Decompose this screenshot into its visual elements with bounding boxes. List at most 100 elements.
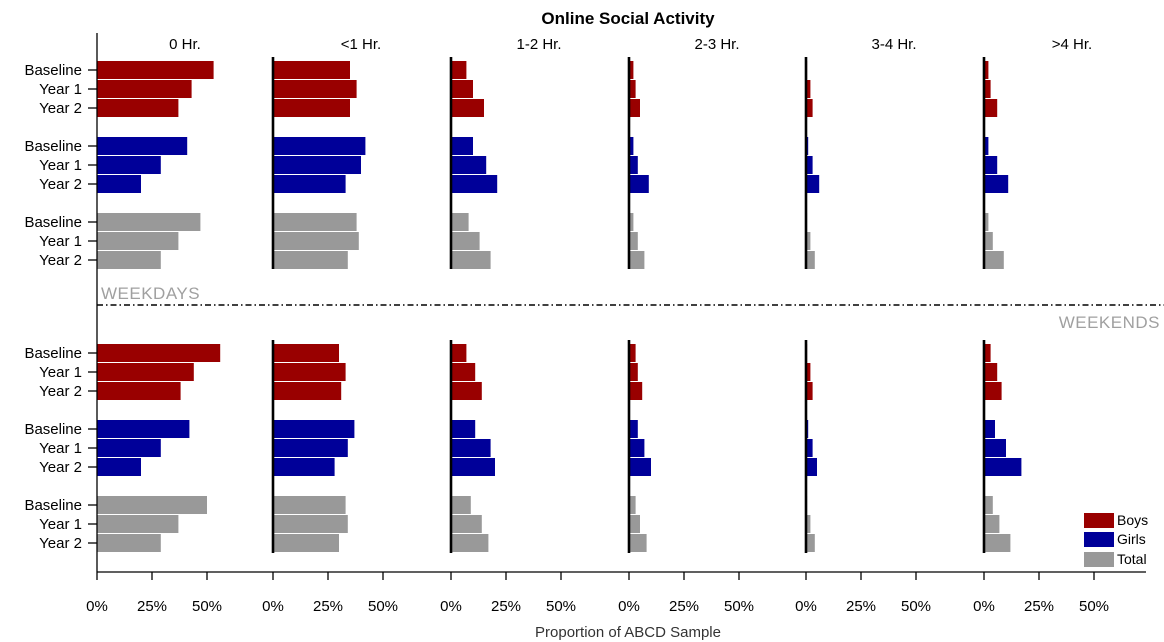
bar <box>273 515 348 533</box>
bar <box>451 99 484 117</box>
bar <box>629 175 649 193</box>
bar <box>984 496 993 514</box>
bar <box>97 420 190 438</box>
bar <box>984 534 1011 552</box>
legend-swatch <box>1084 513 1114 528</box>
bar <box>806 156 813 174</box>
bar <box>806 534 815 552</box>
bar <box>451 534 489 552</box>
bar <box>984 99 998 117</box>
row-label: Year 2 <box>39 252 82 269</box>
row-label: Baseline <box>24 421 82 438</box>
x-tick-label: 25% <box>137 598 167 615</box>
bar <box>97 515 179 533</box>
bar <box>273 439 348 457</box>
bar <box>273 99 350 117</box>
bar <box>629 251 645 269</box>
period-label-weekdays: WEEKDAYS <box>101 284 200 303</box>
x-axis-title: Proportion of ABCD Sample <box>535 624 721 641</box>
panel-label: 1-2 Hr. <box>516 36 561 53</box>
chart-title: Online Social Activity <box>541 9 715 28</box>
row-label: Year 1 <box>39 233 82 250</box>
bar <box>806 382 813 400</box>
bar <box>273 363 346 381</box>
bar <box>273 496 346 514</box>
bar <box>97 458 141 476</box>
legend-label: Boys <box>1117 512 1148 528</box>
bar <box>451 61 467 79</box>
panel-label: 0 Hr. <box>169 36 201 53</box>
bar <box>629 439 645 457</box>
bar <box>273 156 361 174</box>
bar <box>629 515 640 533</box>
row-label: Year 2 <box>39 100 82 117</box>
legend-label: Total <box>1117 551 1147 567</box>
bar <box>629 458 651 476</box>
panel-label: >4 Hr. <box>1052 36 1092 53</box>
x-tick-label: 25% <box>313 598 343 615</box>
row-label: Baseline <box>24 214 82 231</box>
bar <box>451 213 469 231</box>
bar <box>97 439 161 457</box>
bar <box>97 496 207 514</box>
row-label: Year 1 <box>39 516 82 533</box>
bar <box>806 99 813 117</box>
x-tick-label: 0% <box>973 598 995 615</box>
legend-swatch <box>1084 552 1114 567</box>
bar <box>273 137 366 155</box>
bar <box>806 80 811 98</box>
bar <box>984 344 991 362</box>
bar <box>629 137 634 155</box>
bar <box>97 175 141 193</box>
bar <box>806 363 811 381</box>
bar <box>629 420 638 438</box>
bar <box>984 61 989 79</box>
axes-layer <box>88 33 1164 580</box>
bar <box>629 213 634 231</box>
period-label-weekends: WEEKENDS <box>1059 313 1160 332</box>
bar <box>451 496 471 514</box>
row-label: Year 1 <box>39 81 82 98</box>
bar <box>629 344 636 362</box>
row-label: Year 1 <box>39 440 82 457</box>
bar <box>97 61 214 79</box>
bar <box>984 515 1000 533</box>
bar <box>451 515 482 533</box>
bar <box>97 251 161 269</box>
bar <box>984 420 995 438</box>
text-layer: 0 Hr. <1 Hr. 1-2 Hr. 2-3 Hr. 3-4 Hr. >4 Hr. Ba… <box>24 36 1160 615</box>
bar <box>629 534 647 552</box>
bar <box>451 232 480 250</box>
bar <box>806 232 811 250</box>
bar <box>97 213 201 231</box>
row-label: Year 1 <box>39 157 82 174</box>
x-tick-label: 0% <box>440 598 462 615</box>
x-tick-label: 50% <box>192 598 222 615</box>
bars-layer <box>97 61 1114 567</box>
bar <box>984 175 1009 193</box>
x-tick-label: 25% <box>1024 598 1054 615</box>
panel-label: <1 Hr. <box>341 36 381 53</box>
x-tick-label: 50% <box>724 598 754 615</box>
x-tick-label: 25% <box>491 598 521 615</box>
x-tick-label: 0% <box>86 598 108 615</box>
bar <box>273 534 339 552</box>
panel-label: 2-3 Hr. <box>694 36 739 53</box>
legend-swatch <box>1084 532 1114 547</box>
bar <box>806 515 811 533</box>
bar <box>806 175 820 193</box>
bar <box>451 251 491 269</box>
bar <box>97 344 221 362</box>
row-label: Year 1 <box>39 364 82 381</box>
bar <box>629 382 643 400</box>
bar <box>273 251 348 269</box>
bar <box>806 439 813 457</box>
row-label: Baseline <box>24 138 82 155</box>
bar <box>806 251 815 269</box>
bar <box>629 61 634 79</box>
bar <box>273 382 342 400</box>
bar <box>629 99 640 117</box>
bar <box>451 458 495 476</box>
x-tick-label: 50% <box>546 598 576 615</box>
bar <box>97 363 194 381</box>
